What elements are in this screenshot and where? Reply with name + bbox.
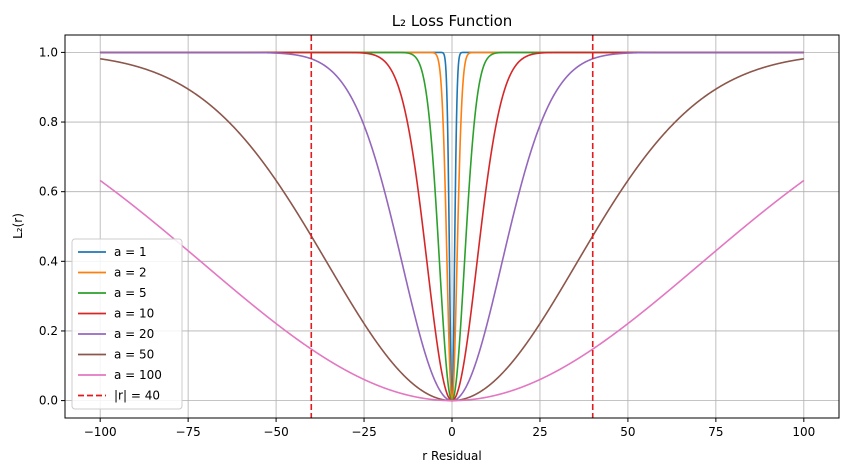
x-tick-label: 50 bbox=[620, 425, 635, 439]
x-tick-label: −100 bbox=[84, 425, 117, 439]
x-tick-label: 100 bbox=[792, 425, 815, 439]
x-tick-label: −75 bbox=[175, 425, 200, 439]
legend-label: |r| = 40 bbox=[114, 389, 160, 403]
x-axis-label: r Residual bbox=[422, 449, 481, 463]
x-tick-label: −50 bbox=[263, 425, 288, 439]
legend-label: a = 2 bbox=[114, 266, 147, 280]
y-tick-label: 0.4 bbox=[39, 254, 58, 268]
series-line-a-100 bbox=[99, 179, 805, 402]
y-tick-label: 0.8 bbox=[39, 115, 58, 129]
grid bbox=[65, 35, 839, 418]
y-axis-ticks: 0.0 0.2 0.4 0.6 0.8 1.0 bbox=[39, 45, 65, 408]
legend-label: a = 100 bbox=[114, 368, 162, 382]
y-tick-label: 0.0 bbox=[39, 394, 58, 408]
legend-label: a = 10 bbox=[114, 307, 154, 321]
chart-title: L₂ Loss Function bbox=[392, 12, 513, 30]
y-tick-label: 1.0 bbox=[39, 45, 58, 59]
x-tick-label: 75 bbox=[708, 425, 723, 439]
series-lines bbox=[99, 51, 805, 403]
x-tick-label: 0 bbox=[448, 425, 456, 439]
y-tick-label: 0.6 bbox=[39, 185, 58, 199]
x-axis-ticks: −100 −75 −50 −25 0 25 50 75 100 bbox=[84, 418, 815, 439]
legend-label: a = 50 bbox=[114, 348, 154, 362]
legend-box bbox=[71, 238, 183, 410]
y-tick-label: 0.2 bbox=[39, 324, 58, 338]
y-axis-label: L₂(r) bbox=[11, 213, 25, 239]
legend-label: a = 1 bbox=[114, 245, 147, 259]
reference-lines bbox=[310, 35, 594, 418]
legend: a = 1 a = 2 a = 5 a = 10 a = 20 a = 50 a = 100… bbox=[71, 238, 183, 410]
legend-label: a = 5 bbox=[114, 286, 147, 300]
x-tick-label: 25 bbox=[532, 425, 547, 439]
legend-label: a = 20 bbox=[114, 327, 154, 341]
x-tick-label: −25 bbox=[351, 425, 376, 439]
